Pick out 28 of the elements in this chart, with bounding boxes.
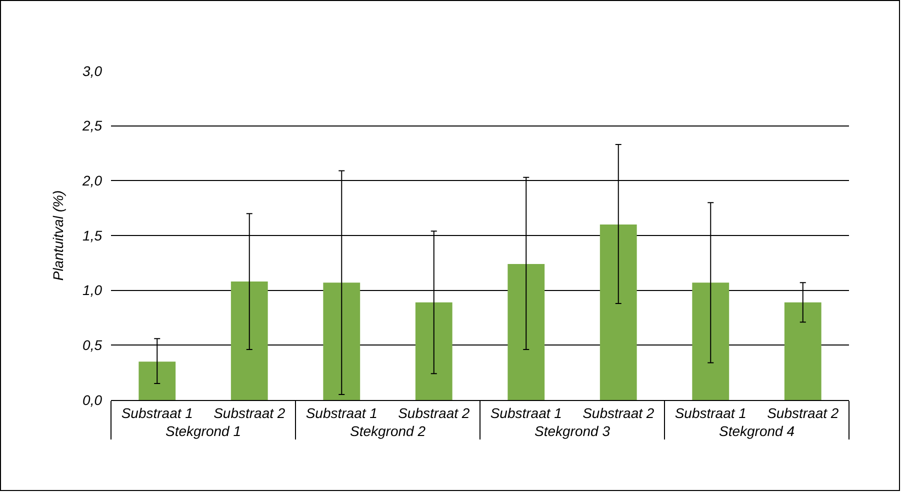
bar	[230, 282, 268, 400]
bar	[508, 264, 545, 400]
x-tick-label: Substraat 1	[121, 404, 193, 421]
bar	[784, 302, 822, 400]
x-tick-label: Substraat 1	[306, 404, 378, 421]
x-tick-label: Substraat 1	[674, 404, 746, 421]
y-tick-label: 1,5	[82, 227, 102, 244]
x-tick-label: Substraat 2	[582, 404, 654, 421]
bar	[692, 282, 730, 400]
x-tick-label: Substraat 2	[214, 404, 286, 421]
y-tick-label: 0,0	[82, 392, 102, 408]
y-tick-label: 2,5	[82, 118, 102, 134]
bar	[600, 224, 637, 400]
text: Stekgrond 4	[719, 422, 795, 439]
bar	[138, 362, 176, 400]
y-tick-label: 0,5	[82, 337, 102, 354]
x-tick-label: Substraat 1	[490, 404, 562, 421]
y-tick-label: 1,0	[82, 282, 102, 298]
x-tick-label: Substraat 2	[398, 404, 470, 421]
bar	[323, 282, 360, 400]
text: Stekgrond 3	[534, 422, 610, 439]
text: Stekgrond 2	[350, 422, 426, 439]
bar	[415, 302, 452, 400]
text: Stekgrond 1	[166, 422, 241, 439]
y-tick-label: 2,0	[82, 172, 102, 189]
y-tick-label: 3,0	[82, 62, 102, 79]
x-tick-label: Substraat 2	[767, 404, 839, 421]
y-axis-title: Plantuitval (%)	[50, 190, 66, 281]
